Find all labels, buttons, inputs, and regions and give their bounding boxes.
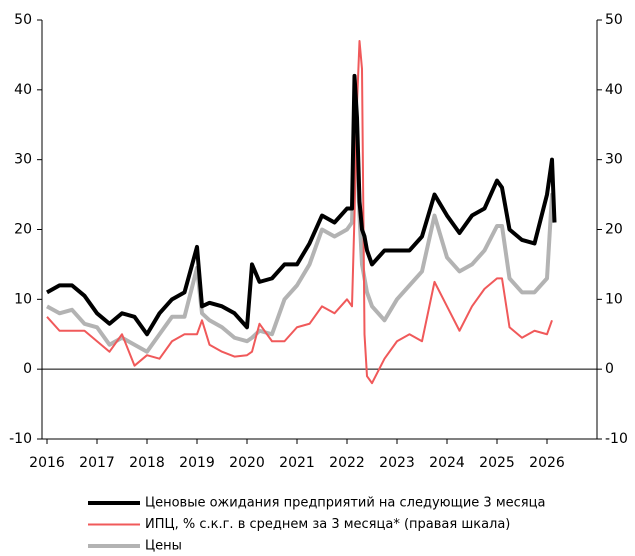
x-tick-label: 2025 bbox=[479, 455, 515, 471]
y-tick-label: 50 bbox=[14, 12, 32, 28]
x-tick-label: 2019 bbox=[179, 455, 215, 471]
y-tick-label: 20 bbox=[14, 222, 32, 238]
series-line bbox=[46, 39, 553, 385]
x-tick-label: 2024 bbox=[429, 455, 465, 471]
y2-tick-label: 40 bbox=[605, 82, 623, 98]
y-tick-label: 0 bbox=[23, 361, 32, 377]
x-tick-label: 2022 bbox=[329, 455, 365, 471]
series-line bbox=[46, 129, 557, 354]
x-tick-label: 2023 bbox=[379, 455, 415, 471]
y2-tick-label: 30 bbox=[605, 152, 623, 168]
y-tick-label: -10 bbox=[9, 431, 32, 447]
x-tick-label: 2016 bbox=[29, 455, 65, 471]
y-tick-label: 30 bbox=[14, 152, 32, 168]
y-tick-label: 10 bbox=[14, 291, 32, 307]
y2-tick-label: 10 bbox=[605, 291, 623, 307]
y2-tick-label: 0 bbox=[605, 361, 614, 377]
x-tick-label: 2020 bbox=[229, 455, 265, 471]
legend-label: Ценовые ожидания предприятий на следующи… bbox=[145, 496, 545, 511]
y2-tick-label: 20 bbox=[605, 222, 623, 238]
legend-label: ИПЦ, % с.к.г. в среднем за 3 месяца* (пр… bbox=[145, 517, 510, 532]
x-tick-label: 2021 bbox=[279, 455, 315, 471]
y-tick-label: 40 bbox=[14, 82, 32, 98]
x-tick-label: 2017 bbox=[79, 455, 115, 471]
y2-tick-label: -10 bbox=[605, 431, 628, 447]
series-line bbox=[46, 73, 557, 337]
x-tick-label: 2026 bbox=[529, 455, 565, 471]
y2-tick-label: 50 bbox=[605, 12, 623, 28]
legend-label: Цены bbox=[145, 539, 182, 554]
x-tick-label: 2018 bbox=[129, 455, 165, 471]
